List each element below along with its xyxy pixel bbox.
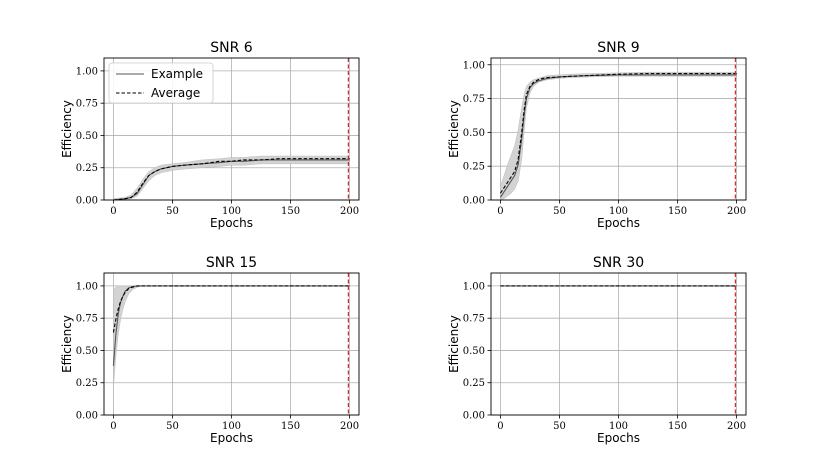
x-tick-label: 0 (110, 421, 116, 432)
y-tick-label: 0.00 (76, 411, 98, 422)
panel-title: SNR 15 (206, 255, 257, 271)
x-tick-label: 100 (222, 421, 241, 432)
x-tick-label: 100 (609, 421, 628, 432)
x-tick-label: 50 (166, 206, 179, 217)
x-tick-label: 0 (497, 421, 503, 432)
y-axis-label: Efficiency (447, 315, 461, 373)
y-tick-label: 0.00 (463, 411, 485, 422)
y-tick-label: 0.50 (463, 346, 485, 357)
y-tick-label: 0.00 (76, 196, 98, 207)
x-tick-label: 200 (727, 421, 746, 432)
x-tick-label: 0 (497, 206, 503, 217)
y-axis-label: Efficiency (60, 100, 74, 158)
x-tick-label: 50 (166, 421, 179, 432)
x-tick-label: 150 (668, 421, 687, 432)
plot-area (112, 285, 350, 387)
x-tick-label: 100 (222, 206, 241, 217)
y-tick-label: 0.75 (463, 314, 485, 325)
series-line-average (499, 73, 737, 194)
x-tick-label: 150 (668, 206, 687, 217)
y-tick-label: 0.50 (463, 128, 485, 139)
x-tick-label: 150 (281, 421, 300, 432)
legend-label-example: Example (151, 67, 203, 81)
series-line-average (112, 285, 350, 333)
y-axis-label: Efficiency (60, 315, 74, 373)
series-line-average (113, 158, 350, 200)
series-line-example (499, 74, 737, 198)
legend: Example Average (108, 62, 214, 104)
y-tick-label: 0.75 (76, 314, 98, 325)
y-tick-label: 0.75 (76, 99, 98, 110)
x-axis-label: Epochs (210, 216, 253, 230)
y-tick-label: 1.00 (463, 281, 485, 292)
x-tick-label: 100 (609, 206, 628, 217)
x-axis-label: Epochs (597, 216, 640, 230)
y-tick-label: 0.25 (463, 378, 485, 389)
y-tick-label: 1.00 (76, 281, 98, 292)
plot-area (113, 155, 350, 200)
x-tick-label: 150 (281, 206, 300, 217)
y-tick-label: 0.25 (76, 163, 98, 174)
y-tick-label: 1.00 (76, 66, 98, 77)
x-axis-label: Epochs (597, 431, 640, 445)
plot-area (499, 71, 737, 200)
x-tick-label: 200 (340, 421, 359, 432)
x-tick-label: 200 (727, 206, 746, 217)
runs-band (500, 71, 737, 200)
y-tick-label: 0.25 (463, 162, 485, 173)
runs-band (113, 155, 350, 200)
y-tick-label: 0.50 (76, 346, 98, 357)
panel-title: SNR 9 (597, 40, 639, 56)
x-tick-label: 50 (553, 421, 566, 432)
y-tick-label: 0.50 (76, 131, 98, 142)
panel-title: SNR 6 (210, 40, 253, 56)
y-tick-label: 0.25 (76, 378, 98, 389)
y-axis-label: Efficiency (447, 100, 461, 158)
x-tick-label: 50 (553, 206, 566, 217)
panel-4: 0 50 100 150 200 0.00 0.25 0.50 0.75 1.00 SNR 30 Ep… (447, 255, 747, 445)
x-axis-label: Epochs (210, 431, 253, 445)
panel-title: SNR 30 (593, 255, 644, 271)
x-tick-label: 0 (110, 206, 116, 217)
panel-1: 0 50 100 150 200 0.00 0.25 0.50 0.75 1.00 SNR 6 Epo… (60, 40, 360, 230)
y-tick-label: 0.75 (463, 94, 485, 105)
panel-2: 0 50 100 150 200 0.00 0.25 0.50 0.75 1.00 SNR 9 Epo… (447, 40, 747, 230)
panel-3: 0 50 100 150 200 0.00 0.25 0.50 0.75 1.00 SNR 15 Ep… (60, 255, 360, 445)
y-tick-label: 0.00 (463, 196, 485, 207)
y-tick-label: 1.00 (463, 60, 485, 71)
legend-label-average: Average (151, 86, 200, 100)
x-tick-label: 200 (340, 206, 359, 217)
